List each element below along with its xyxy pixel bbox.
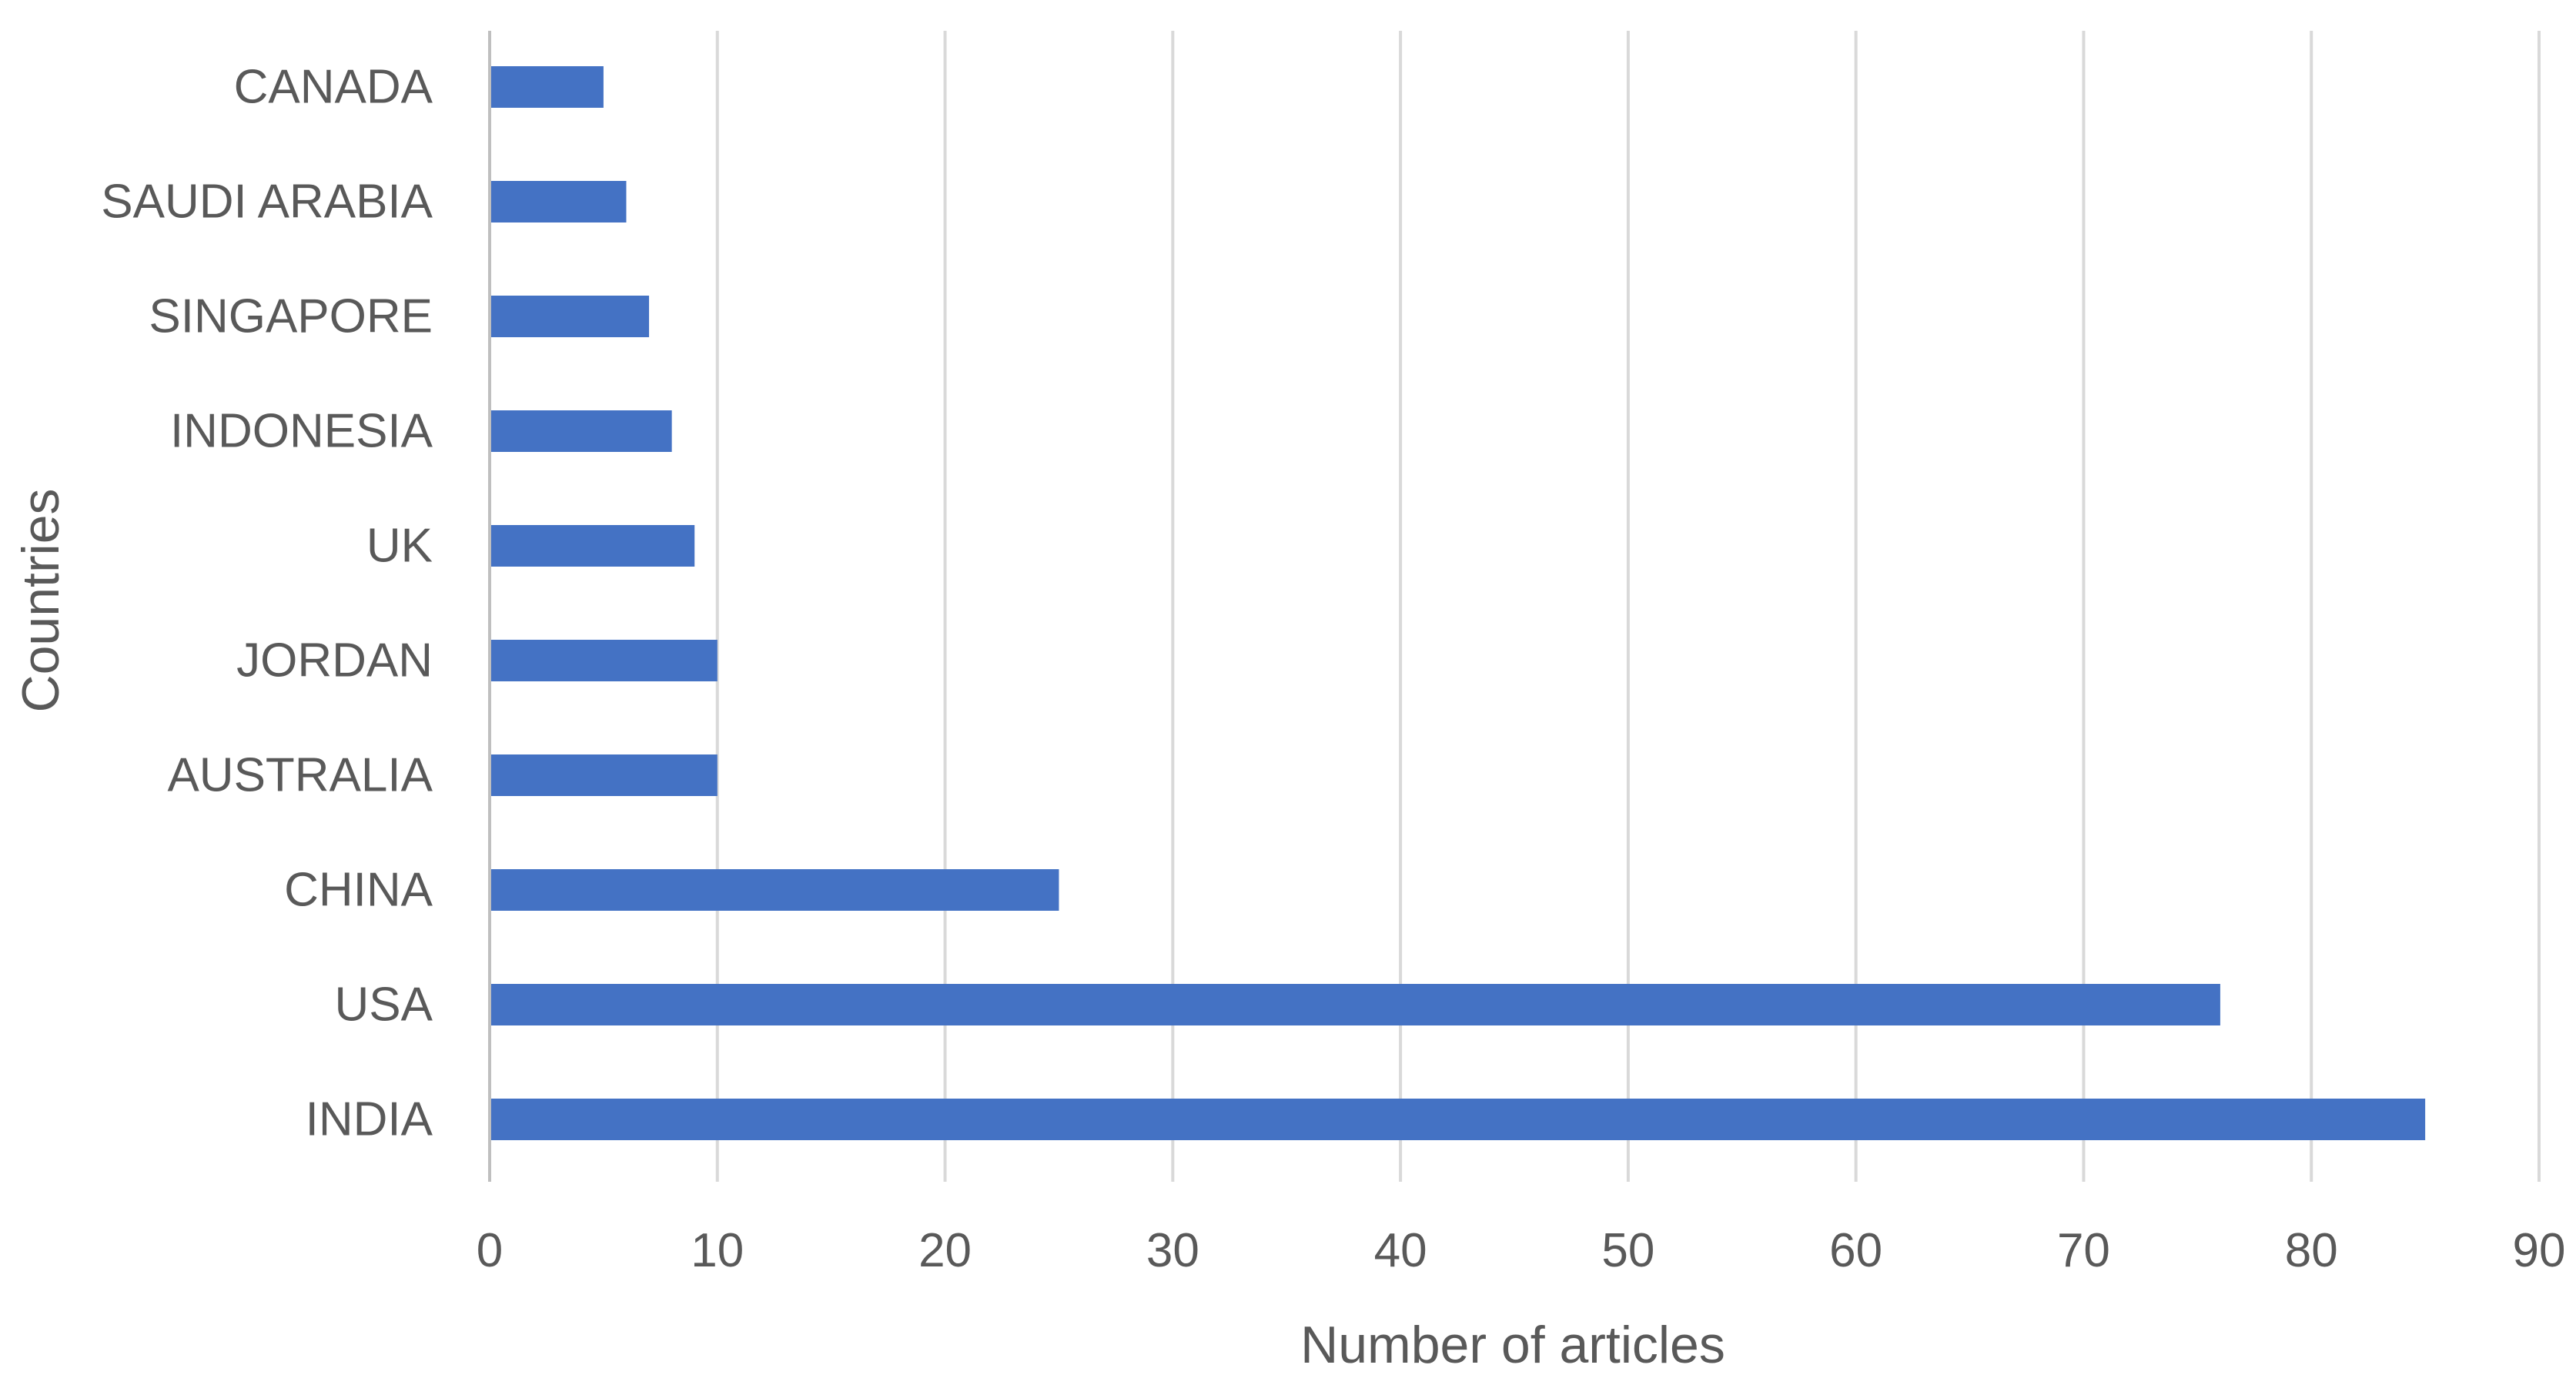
category-label: UK bbox=[366, 520, 433, 573]
x-axis-title: Number of articles bbox=[1300, 1316, 1725, 1374]
bar bbox=[490, 1099, 2426, 1140]
x-tick-label: 80 bbox=[2285, 1224, 2338, 1277]
category-label: AUSTRALIA bbox=[167, 749, 433, 802]
x-tick-label: 50 bbox=[1601, 1224, 1654, 1277]
bar bbox=[490, 869, 1059, 911]
category-label: SAUDI ARABIA bbox=[101, 176, 433, 229]
category-label: SINGAPORE bbox=[149, 290, 433, 343]
x-tick-label: 20 bbox=[918, 1224, 972, 1277]
x-tick-label: 0 bbox=[477, 1224, 503, 1277]
category-label: INDIA bbox=[306, 1093, 433, 1146]
grid-lines bbox=[715, 31, 2541, 1182]
bar bbox=[490, 296, 650, 337]
bar bbox=[490, 984, 2220, 1025]
y-axis-title: Countries bbox=[12, 488, 70, 712]
category-label: CANADA bbox=[234, 61, 433, 114]
bar bbox=[490, 525, 695, 567]
bar bbox=[490, 410, 672, 452]
x-tick-label: 30 bbox=[1146, 1224, 1199, 1277]
x-tick-label: 10 bbox=[691, 1224, 744, 1277]
category-label: CHINA bbox=[284, 864, 433, 917]
labels: 0 10 20 30 40 50 60 70 80 90 INDIA USA CHINA AUSTRALI… bbox=[101, 61, 2565, 1278]
category-label: USA bbox=[335, 979, 433, 1032]
bar bbox=[490, 754, 718, 796]
category-label: INDONESIA bbox=[170, 405, 433, 458]
x-tick-label: 40 bbox=[1374, 1224, 1427, 1277]
x-tick-label: 70 bbox=[2057, 1224, 2110, 1277]
x-tick-label: 60 bbox=[1829, 1224, 1882, 1277]
bar bbox=[490, 66, 604, 108]
bar bbox=[490, 181, 627, 222]
x-tick-label: 90 bbox=[2513, 1224, 2566, 1277]
bars bbox=[490, 66, 2426, 1140]
category-label: JORDAN bbox=[236, 634, 433, 687]
bar bbox=[490, 640, 718, 681]
